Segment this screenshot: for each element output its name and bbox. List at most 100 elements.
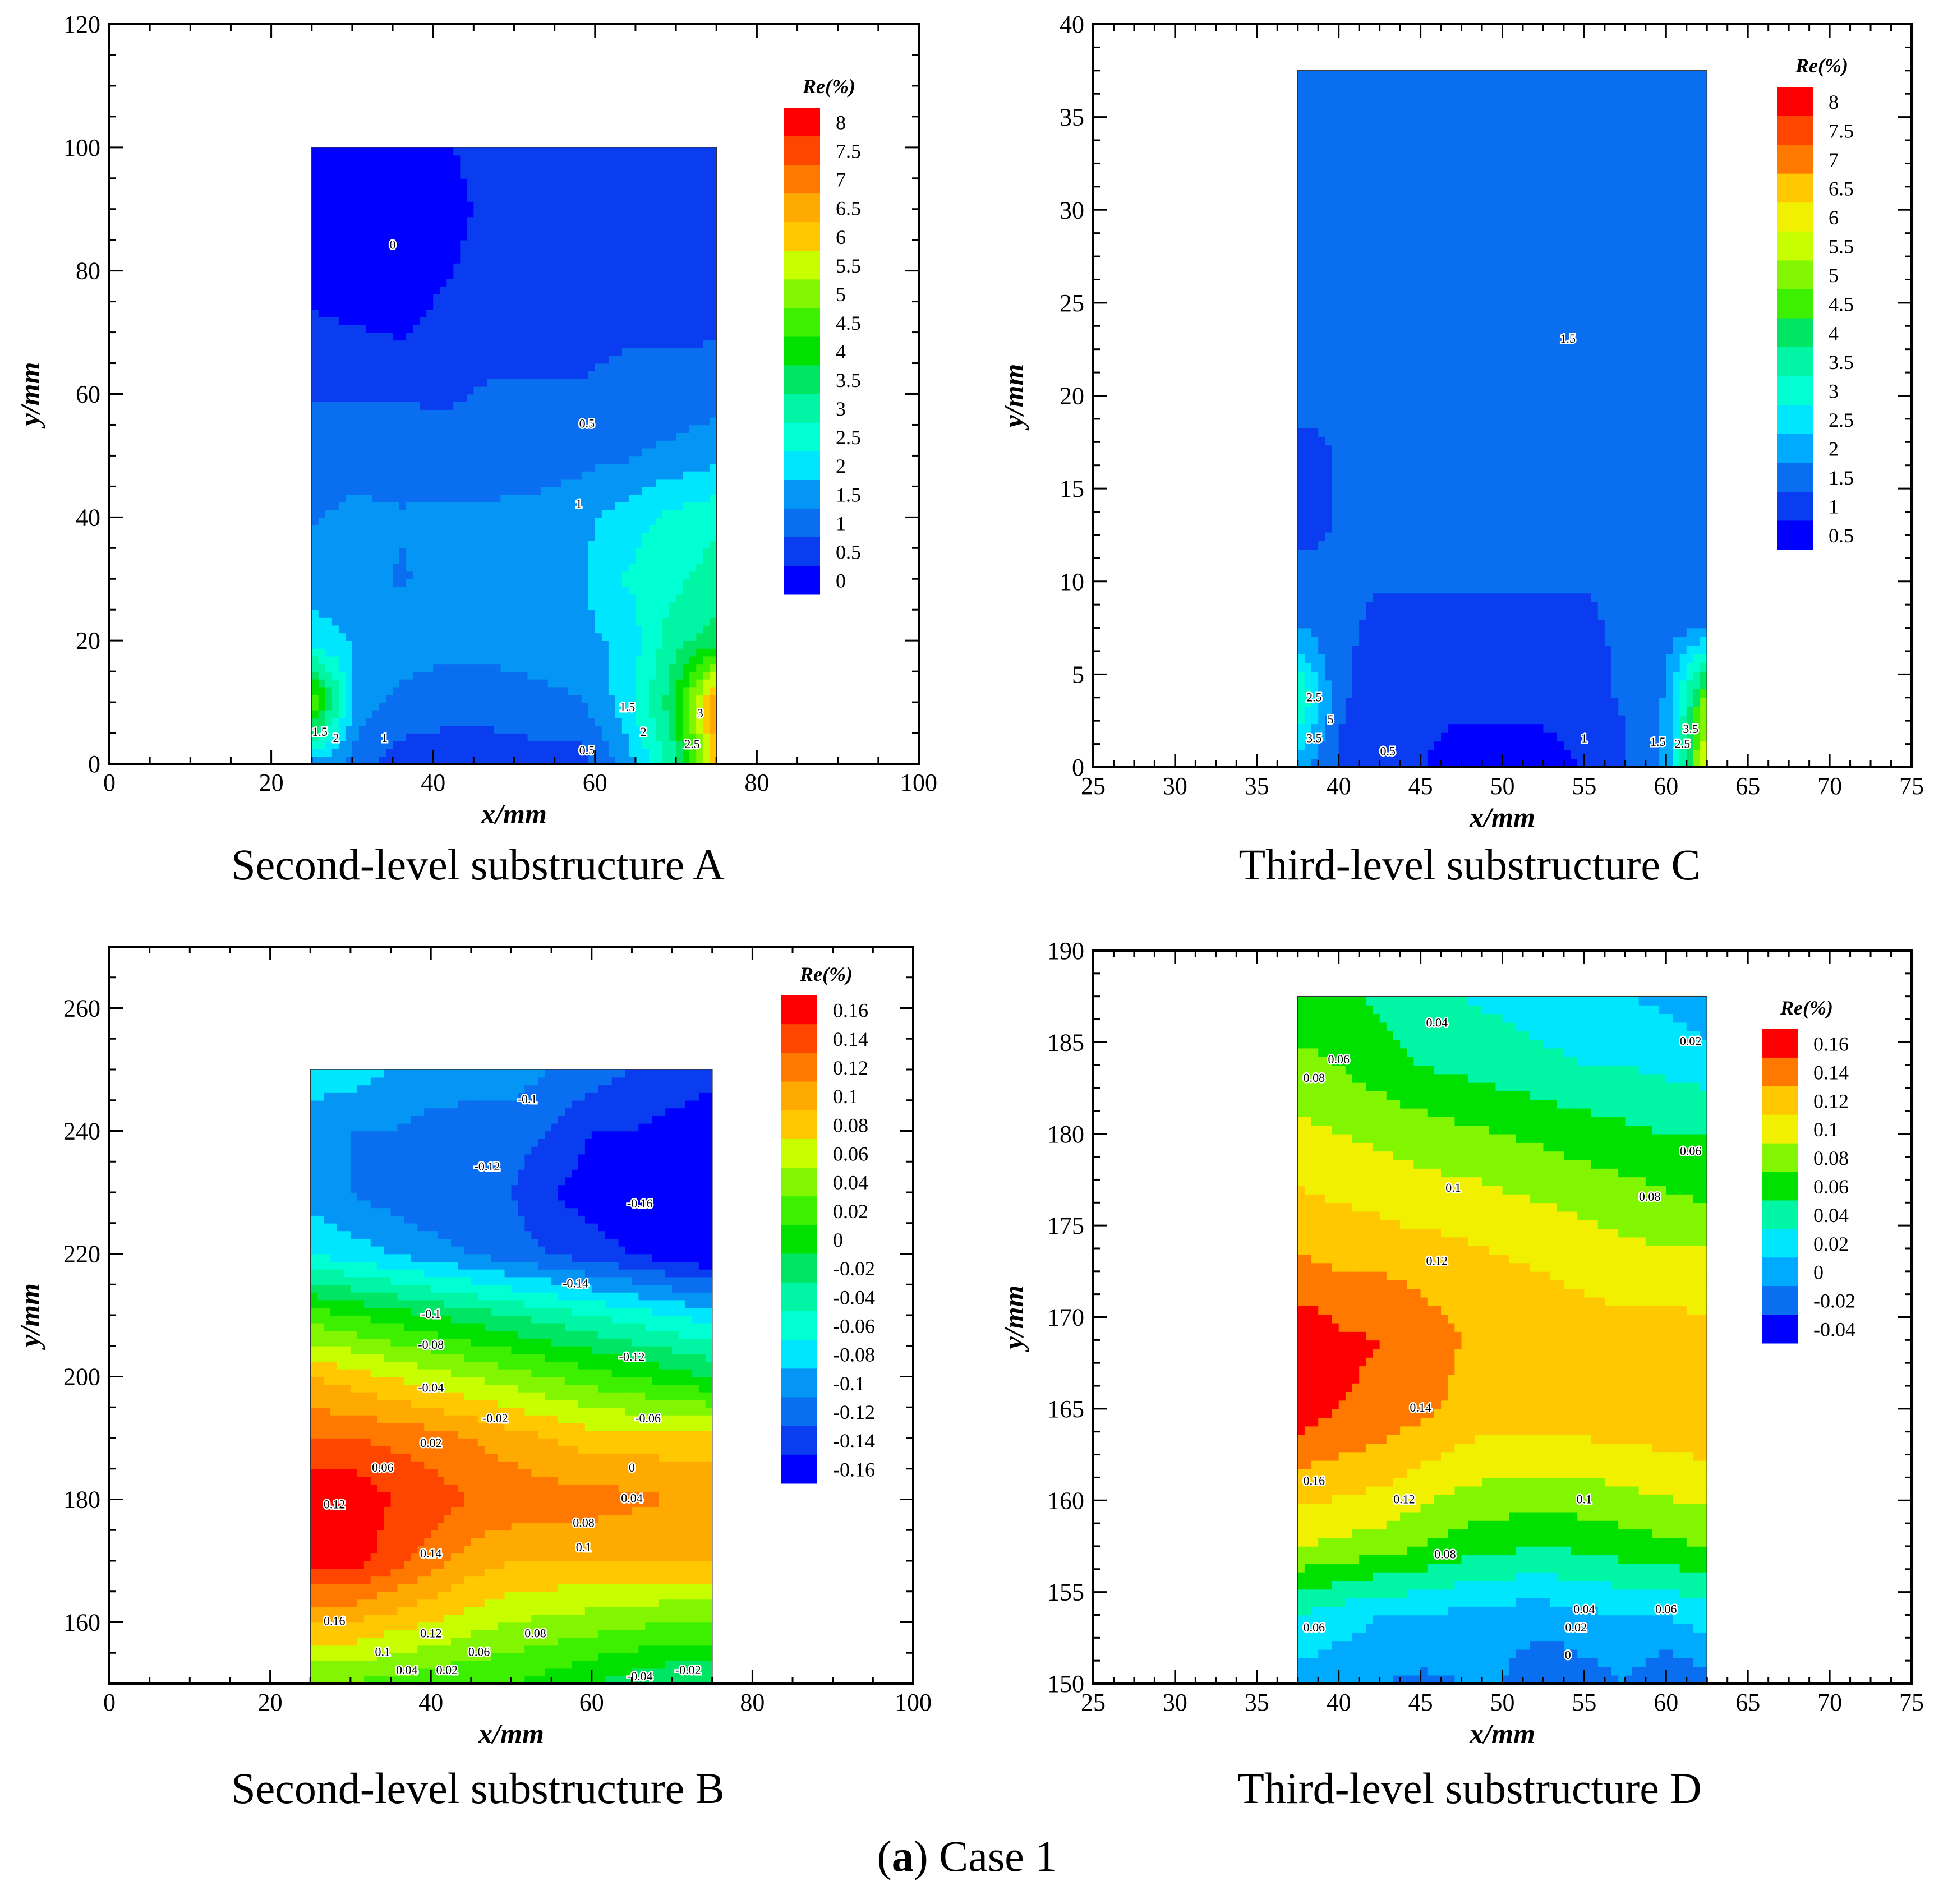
contour-cell [494,286,501,294]
contour-cell [480,302,487,310]
contour-cell [636,317,643,325]
contour-cell [662,533,670,541]
contour-cell [312,648,319,657]
contour-cell [352,409,360,418]
contour-cell [561,178,569,187]
contour-cell [339,440,346,449]
contour-cell [514,247,522,256]
contour-cell [346,286,353,294]
contour-cell [372,725,380,734]
contour-cell [689,356,697,364]
contour-cell [420,409,427,418]
contour-cell [399,394,407,403]
contour-cell [656,579,663,587]
contour-cell [325,548,333,556]
contour-cell [548,178,555,187]
contour-cell [642,471,650,480]
contour-cell [514,379,522,387]
contour-cell [440,640,447,649]
contour-cell [500,556,508,564]
contour-cell [710,587,717,595]
contour-cell [689,502,697,510]
contour-cell [568,333,575,341]
contour-cell [514,356,522,364]
contour-cell [473,448,481,457]
contour-cell [366,379,373,387]
contour-cell [555,356,562,364]
contour-cell [393,425,400,433]
contour-cell [325,317,333,325]
contour-cell [548,610,555,618]
contour-cell [676,571,683,580]
contour-cell [595,679,602,688]
contour-cell [582,263,589,271]
contour-cell [541,240,549,248]
contour-cell [568,440,575,449]
contour-cell [676,417,683,426]
contour-cell [548,402,555,410]
contour-cell [379,371,386,379]
contour-cell [480,325,487,333]
contour-cell [379,710,386,718]
contour-cell [649,564,656,572]
contour-cell [676,679,683,688]
contour-cell [339,486,346,495]
contour-cell [595,571,602,580]
contour-cell [473,525,481,533]
contour-cell [535,517,542,525]
contour-cell [669,178,676,187]
contour-cell [460,271,467,279]
contour-cell [494,263,501,271]
contour-cell [346,363,353,372]
contour-cell [541,571,549,580]
contour-cell [588,687,596,695]
contour-cell [453,209,461,218]
contour-cell [494,494,501,502]
contour-cell [555,725,562,734]
contour-cell [696,648,703,657]
contour-cell [325,278,333,287]
contour-cell [440,417,447,426]
contour-cell [662,587,670,595]
contour-cell [460,510,467,518]
contour-cell [696,302,703,310]
contour-cell [676,640,683,649]
contour-cell [339,325,346,333]
contour-cell [446,263,454,271]
contour-cell [319,409,326,418]
contour-cell [676,749,683,757]
contour-cell [636,694,643,703]
colorbar-swatch [784,308,820,337]
contour-cell [521,224,528,233]
contour-cell [615,602,623,610]
contour-cell [514,455,522,464]
contour-cell [609,147,616,156]
contour-cell [535,209,542,218]
contour-cell [487,294,494,302]
contour-cell [703,224,710,233]
contour-cell [710,694,717,703]
contour-cell [379,263,386,271]
contour-cell [440,209,447,218]
contour-cell [514,710,522,718]
contour-cell [582,671,589,680]
contour-cell [406,356,413,364]
contour-cell [359,525,366,533]
contour-cell [379,348,386,356]
contour-cell [636,363,643,372]
contour-cell [346,687,353,695]
contour-cell [500,379,508,387]
contour-cell [406,610,413,618]
contour-cell [339,294,346,302]
contour-cell [602,302,609,310]
contour-cell [413,278,420,287]
contour-cell [460,394,467,403]
contour-cell [615,749,623,757]
contour-cell [689,432,697,441]
contour-cell [649,263,656,271]
contour-cell [446,294,454,302]
contour-cell [446,733,454,741]
contour-cell [379,687,386,695]
contour-cell [393,617,400,626]
contour-cell [689,671,697,680]
